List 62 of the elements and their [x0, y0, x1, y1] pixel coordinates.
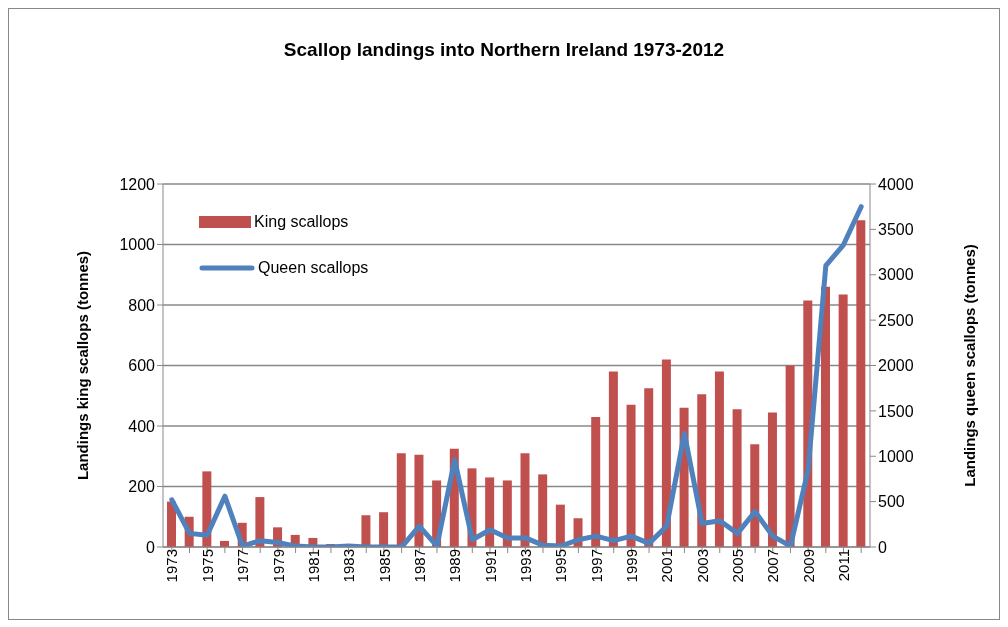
- bar: [396, 453, 406, 547]
- x-tick-label: 1995: [552, 549, 570, 583]
- bar: [644, 388, 654, 547]
- bar: [414, 454, 424, 547]
- x-tick-label: 2007: [764, 549, 782, 583]
- y2-tick-label: 1500: [878, 402, 914, 420]
- bar: [838, 294, 848, 547]
- bar: [767, 412, 777, 547]
- x-tick-label: 1993: [516, 549, 534, 583]
- y2-tick-label: 1000: [878, 447, 914, 465]
- bar: [750, 444, 760, 547]
- y2-tick-label: 500: [878, 493, 905, 511]
- x-tick-label: 1983: [340, 549, 358, 583]
- bar: [591, 416, 601, 547]
- chart-title: Scallop landings into Northern Ireland 1973-2012: [282, 39, 726, 61]
- y-tick-label: 800: [128, 296, 156, 314]
- x-tick-label: 1999: [623, 549, 641, 583]
- y-axis-title: Landings king scallops (tonnes): [74, 250, 92, 481]
- y-tick-label: 1200: [119, 175, 156, 193]
- bar: [856, 220, 866, 547]
- y2-tick-label: 2000: [878, 357, 914, 375]
- x-tick-label: 1979: [269, 549, 287, 583]
- x-tick-label: 1997: [587, 549, 605, 583]
- x-tick-label: 2005: [729, 549, 747, 583]
- y-tick-label: 0: [146, 538, 156, 556]
- bar: [502, 480, 512, 547]
- x-tick-label: 1981: [304, 549, 322, 583]
- x-tick-label: 1977: [234, 549, 252, 583]
- y2-tick-label: 3000: [878, 266, 914, 284]
- x-tick-label: 2001: [658, 549, 676, 583]
- legend-label: Queen scallops: [258, 259, 369, 276]
- legend-label: King scallops: [254, 213, 349, 230]
- bar: [820, 286, 830, 547]
- bar: [379, 512, 389, 547]
- x-tick-label: 1991: [481, 549, 499, 583]
- bar: [732, 409, 742, 547]
- x-tick-label: 1973: [163, 549, 181, 583]
- x-tick-label: 2011: [835, 549, 853, 582]
- y2-tick-label: 0: [878, 538, 887, 556]
- bar: [626, 404, 636, 547]
- y-tick-label: 600: [128, 357, 156, 375]
- y2-axis-title: Landings queen scallops (tonnes): [961, 244, 979, 487]
- bar: [608, 371, 618, 547]
- x-tick-label: 1987: [410, 549, 428, 583]
- bar: [555, 504, 565, 547]
- y-tick-label: 400: [128, 417, 156, 435]
- bar: [485, 477, 495, 547]
- x-tick-label: 1989: [446, 549, 464, 583]
- x-tick-label: 1985: [375, 549, 393, 583]
- x-tick-label: 2003: [693, 549, 711, 583]
- bar: [361, 515, 371, 547]
- y-tick-label: 200: [128, 478, 156, 496]
- y-tick-label: 1000: [119, 236, 156, 254]
- bar: [520, 453, 530, 547]
- bar: [785, 365, 795, 547]
- y2-tick-label: 2500: [878, 311, 914, 329]
- y2-tick-label: 4000: [878, 175, 914, 193]
- bar: [714, 371, 724, 547]
- bar: [661, 359, 671, 547]
- x-tick-label: 1975: [198, 549, 216, 583]
- x-tick-label: 2009: [799, 549, 817, 583]
- y2-tick-label: 3500: [878, 221, 914, 239]
